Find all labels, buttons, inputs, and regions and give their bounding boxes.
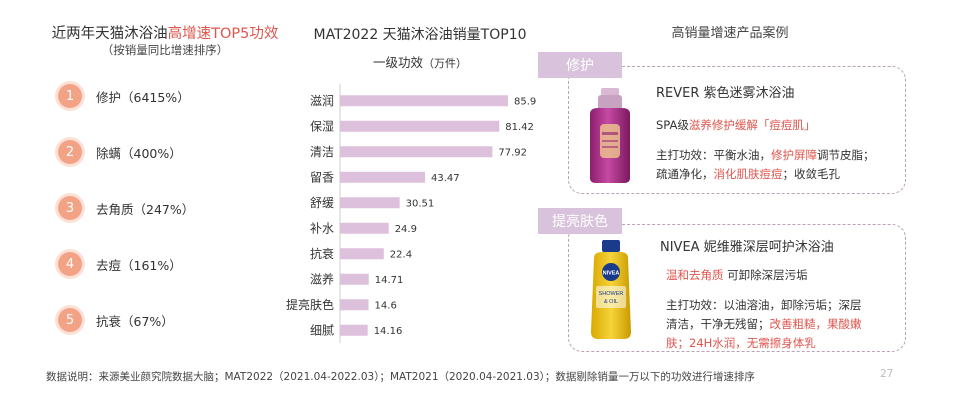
product-desc-2: 温和去角质 可卸除深层污垢 [666,268,808,282]
value-label: 24.9 [395,224,417,235]
bar [340,146,493,158]
rank-item-5: 5 抗衰（67%） [58,306,174,334]
value-label: 81.42 [505,122,534,133]
value-label: 14.6 [375,300,397,311]
rank-label: 除螨（400%） [96,145,182,161]
rank-number: 2 [58,140,82,164]
nivea-bottle-image: NIVEA SHOWER & OIL [591,240,631,339]
rank-label: 去角质（247%） [96,201,195,217]
product-feature-1a: 主打功效：平衡水油，修护屏障调节皮脂； [656,148,875,162]
rank-item-4: 4 去痘（161%） [58,250,182,278]
bar [340,222,389,234]
bar [340,299,369,311]
page-number: 27 [880,368,894,380]
value-label: 77.92 [498,147,527,158]
value-label: 43.47 [431,173,460,184]
left-subtitle: （按销量同比增速排序） [101,43,229,57]
rever-bottle-image [590,88,630,183]
product-feature-1b: 疏通净化，消化肌肤痘痘；收敛毛孔 [656,167,840,181]
product-desc-1: SPA级滋养修护缓解「痘痘肌」 [656,118,816,132]
case-tag-2: 提亮肤色 [538,208,622,234]
bar [340,95,508,107]
category-label: 滋润 [310,94,334,108]
chart-title: MAT2022 天猫沐浴油销量TOP10 [313,27,527,43]
category-label: 抗衰 [310,246,334,261]
bar [340,120,500,132]
product-feature-2c: 肤；24H水润，无需擦身体乳 [666,336,816,350]
product-name-2: NIVEA 妮维雅深层呵护沐浴油 [660,240,834,255]
left-title: 近两年天猫沐浴油高增速TOP5功效 [51,26,279,42]
rank-number: 1 [58,84,82,108]
rank-label: 抗衰（67%） [96,313,174,329]
category-label: 舒缓 [310,196,334,210]
bar [340,197,400,209]
rank-number: 3 [58,196,82,220]
value-label: 14.16 [374,326,403,337]
value-label: 85.9 [514,96,536,107]
value-label: 30.51 [406,198,435,209]
bar [340,273,369,285]
bar-chart: 滋润 85.9 保湿 81.42 清洁 77.92 留香 43.47 舒缓 30.51 补水 24.9… [286,84,536,343]
product-feature-2b: 清洁，干净无残留；改善粗糙，果酸嫩 [666,317,862,331]
rank-item-2: 2 除螨（400%） [58,138,182,166]
bottle-brand-text: NIVEA [603,271,620,277]
bottle-line2-text: & OIL [604,299,618,305]
cases-title: 高销量增速产品案例 [671,26,789,41]
case-tag-1: 修护 [538,52,622,78]
value-label: 14.71 [375,275,404,286]
rank-label: 修护（6415%） [96,89,190,105]
category-label: 滋养 [310,271,334,286]
product-feature-2a: 主打功效：以油溶油，卸除污垢；深层 [666,298,862,312]
bar [340,248,384,260]
footnote: 数据说明：来源美业颜究院数据大脑；MAT2022（2021.04-2022.03… [46,371,755,383]
category-label: 留香 [310,170,334,184]
rank-item-1: 1 修护（6415%） [58,82,190,110]
category-label: 提亮肤色 [286,297,334,312]
value-label: 22.4 [390,249,412,260]
bar [340,324,368,336]
category-label: 补水 [310,221,334,235]
product-name-1: REVER 紫色迷雾沐浴油 [656,86,795,101]
rank-number: 4 [58,252,82,276]
category-label: 清洁 [310,145,334,159]
category-label: 细腻 [310,323,334,337]
rank-item-3: 3 去角质（247%） [58,194,194,222]
bar [340,171,426,183]
rank-number: 5 [58,308,82,332]
category-label: 保湿 [310,118,334,133]
chart-subtitle: 一级功效（万件） [372,55,467,70]
bottle-line1-text: SHOWER [599,291,624,297]
rank-label: 去痘（161%） [96,257,182,273]
